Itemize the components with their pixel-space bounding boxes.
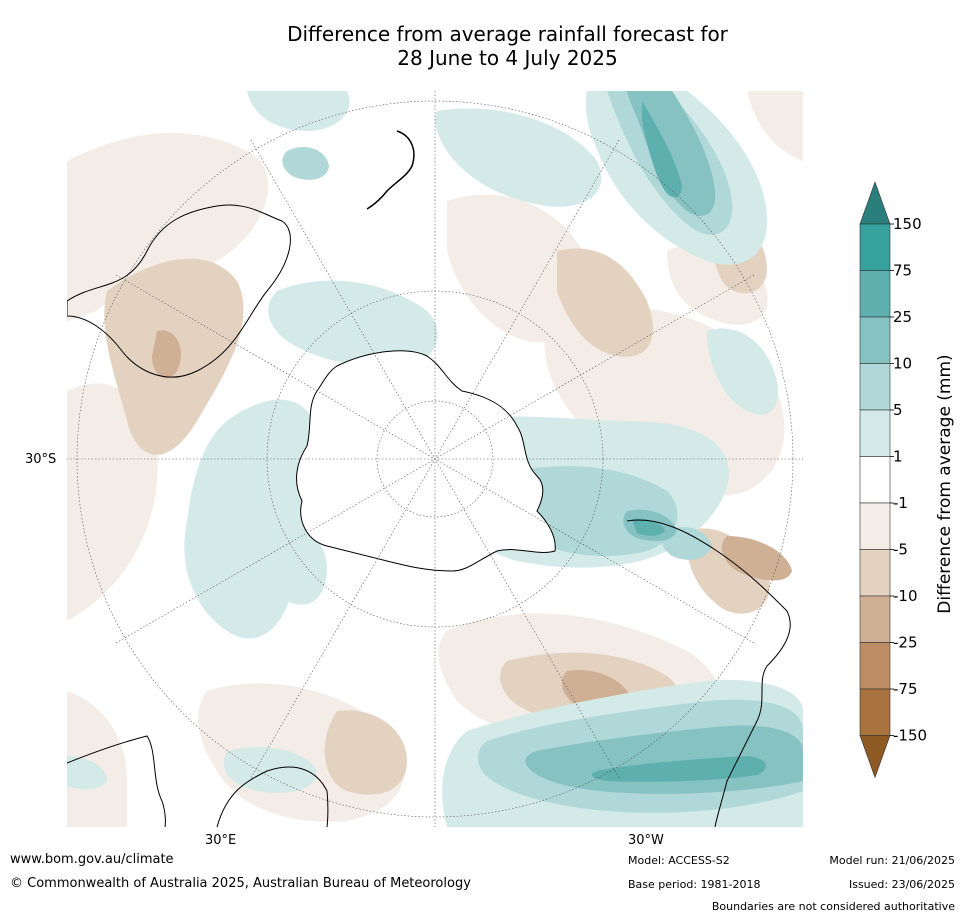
lon-label-30w: 30°W	[628, 833, 664, 848]
madagascar-coastline	[216, 766, 329, 827]
colorbar-tick-label: 75	[893, 262, 912, 280]
colorbar-segment	[859, 549, 891, 597]
colorbar-segment	[859, 642, 891, 690]
title-line-1: Difference from average rainfall forecas…	[287, 22, 728, 46]
colorbar-tick-label: -1	[893, 494, 908, 512]
africa-coastline	[67, 735, 166, 827]
colorbar: 150 75 25 10 5 1 -1 -5 -10 -25 -75 -150	[855, 180, 965, 780]
rainfall-anomaly-map	[67, 91, 803, 827]
model-text: Model: ACCESS-S2	[628, 854, 730, 867]
colorbar-tick-label: 10	[893, 355, 912, 373]
colorbar-segment	[859, 409, 891, 457]
anomaly-wet-strong	[591, 101, 766, 782]
colorbar-tick-label: -25	[893, 634, 918, 652]
colorbar-segment	[859, 223, 891, 271]
south-america-coastline	[626, 519, 791, 827]
colorbar-segment	[859, 270, 891, 318]
lat-label-30s: 30°S	[25, 452, 57, 467]
base-period-text: Base period: 1981-2018	[628, 878, 761, 891]
colorbar-segment	[859, 363, 891, 411]
colorbar-segment	[859, 688, 891, 736]
colorbar-svg: 150 75 25 10 5 1 -1 -5 -10 -25 -75 -150	[859, 181, 927, 779]
new-zealand-coastline	[366, 130, 415, 210]
australia-coastline	[67, 204, 291, 378]
colorbar-tick-label: 25	[893, 308, 912, 326]
title-line-2: 28 June to 4 July 2025	[397, 46, 618, 70]
chart-title: Difference from average rainfall forecas…	[0, 22, 965, 70]
antarctica-coastline	[296, 350, 556, 572]
map-svg	[67, 91, 803, 827]
colorbar-segment	[859, 595, 891, 643]
colorbar-tick-label: -10	[893, 587, 918, 605]
lon-label-30e: 30°E	[205, 833, 237, 848]
colorbar-segment	[859, 456, 891, 504]
website-link[interactable]: www.bom.gov.au/climate	[10, 852, 174, 867]
colorbar-extend-top	[859, 181, 891, 225]
colorbar-tick-label: -5	[893, 541, 908, 559]
copyright-text: © Commonwealth of Australia 2025, Austra…	[10, 876, 471, 891]
graticule	[67, 91, 803, 827]
colorbar-tick-label: -150	[893, 727, 927, 745]
colorbar-title: Difference from average (mm)	[935, 354, 955, 614]
colorbar-segment	[859, 502, 891, 550]
colorbar-tick-label: 1	[893, 448, 903, 466]
issued-text: Issued: 23/06/2025	[848, 878, 955, 891]
colorbar-segment	[859, 316, 891, 364]
disclaimer-text: Boundaries are not considered authoritat…	[711, 900, 955, 913]
colorbar-tick-label: 5	[893, 401, 903, 419]
model-run-text: Model run: 21/06/2025	[829, 854, 955, 867]
colorbar-tick-label: 150	[893, 215, 922, 233]
colorbar-tick-label: -75	[893, 680, 918, 698]
colorbar-extend-bottom	[859, 735, 891, 779]
